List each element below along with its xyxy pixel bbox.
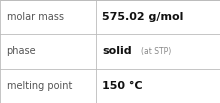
Text: melting point: melting point [7, 81, 72, 91]
Text: molar mass: molar mass [7, 12, 64, 22]
Text: 150 °C: 150 °C [102, 81, 143, 91]
Text: 575.02 g/mol: 575.02 g/mol [102, 12, 184, 22]
Text: (at STP): (at STP) [141, 47, 171, 56]
Text: phase: phase [7, 46, 36, 57]
Text: solid: solid [102, 46, 132, 57]
